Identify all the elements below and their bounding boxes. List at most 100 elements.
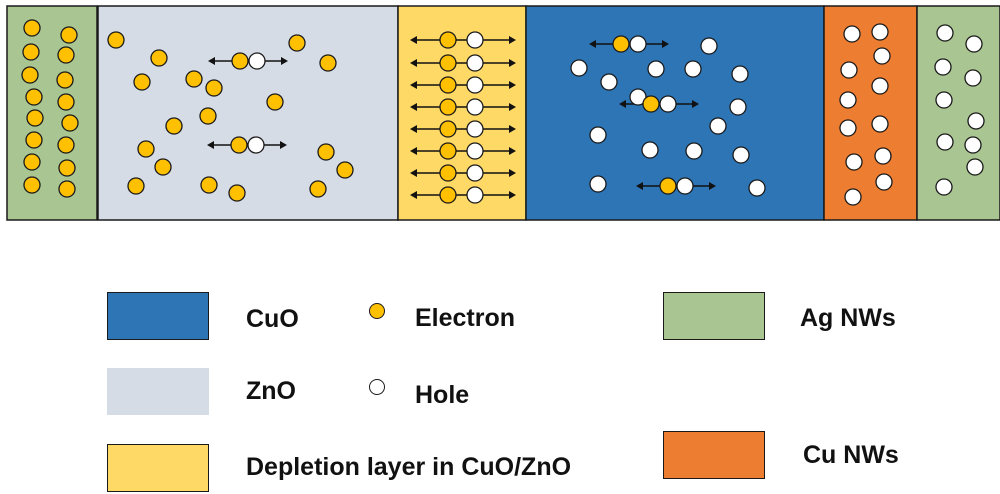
hole-icon	[570, 59, 588, 77]
hole-icon	[839, 119, 857, 137]
hole-icon	[589, 175, 607, 193]
electron-icon	[230, 136, 248, 154]
electron-icon	[228, 184, 246, 202]
hole-icon	[700, 37, 718, 55]
electron-icon	[336, 161, 354, 179]
hole-icon	[871, 115, 889, 133]
arrow-head	[509, 147, 516, 155]
legend-label-ag-nws: Ag NWs	[800, 304, 896, 332]
electron-icon	[25, 88, 43, 106]
legend-swatch-ag-nws	[663, 292, 765, 340]
legend-electron-icon	[369, 303, 385, 319]
arrow-head	[509, 191, 516, 199]
device-layers	[6, 5, 1000, 221]
arrow-head	[410, 36, 417, 44]
electron-icon	[21, 66, 39, 84]
hole-icon	[247, 136, 265, 154]
arrow-head	[619, 100, 626, 108]
arrow-head	[410, 103, 417, 111]
carriers	[21, 19, 985, 206]
hole-icon	[964, 69, 982, 87]
legend-label-zno: ZnO	[246, 377, 296, 405]
arrow-head	[281, 57, 288, 65]
electron-icon	[317, 143, 335, 161]
layer-depletion-layer-in-cuo-zno-2	[397, 5, 527, 221]
legend-swatch-cuo	[107, 292, 209, 340]
electron-icon	[200, 176, 218, 194]
electron-icon	[23, 176, 41, 194]
electron-icon	[150, 49, 168, 67]
hole-icon	[466, 76, 484, 94]
electron-icon	[56, 71, 74, 89]
hole-icon	[676, 177, 694, 195]
electron-icon	[199, 107, 217, 125]
legend-hole-icon	[369, 379, 385, 395]
arrow-head	[280, 141, 287, 149]
electron-icon	[288, 34, 306, 52]
electron-icon	[26, 109, 44, 127]
hole-icon	[729, 98, 747, 116]
electron-icon	[659, 177, 677, 195]
electron-icon	[642, 95, 660, 113]
hole-icon	[600, 73, 618, 91]
electron-icon	[439, 54, 457, 72]
hole-icon	[845, 153, 863, 171]
arrow-head	[410, 147, 417, 155]
layer-zno-1	[97, 5, 399, 221]
electron-icon	[23, 19, 41, 37]
legend-label-cu-nws: Cu NWs	[803, 441, 899, 469]
electron-icon	[57, 46, 75, 64]
hole-icon	[871, 23, 889, 41]
electron-icon	[127, 177, 145, 195]
hole-icon	[844, 188, 862, 206]
hole-icon	[935, 178, 953, 196]
arrow-head	[410, 81, 417, 89]
hole-icon	[873, 47, 891, 65]
arrow-head	[589, 40, 596, 48]
electron-icon	[61, 114, 79, 132]
arrow-head	[509, 36, 516, 44]
hole-icon	[248, 52, 266, 70]
hole-icon	[964, 136, 982, 154]
electron-icon	[58, 159, 76, 177]
electron-icon	[439, 164, 457, 182]
hole-icon	[934, 58, 952, 76]
electron-icon	[439, 142, 457, 160]
electron-icon	[612, 35, 630, 53]
electron-icon	[57, 136, 75, 154]
hole-icon	[466, 164, 484, 182]
electron-icon	[60, 26, 78, 44]
layer-cu-nws-4	[823, 5, 918, 221]
electron-icon	[309, 180, 327, 198]
electron-icon	[25, 131, 43, 149]
hole-icon	[589, 126, 607, 144]
legend-label-hole: Hole	[415, 381, 470, 409]
hole-icon	[936, 133, 954, 151]
hole-icon	[840, 61, 858, 79]
arrow-head	[509, 59, 516, 67]
hole-icon	[839, 91, 857, 109]
hole-icon	[641, 141, 659, 159]
hole-icon	[647, 60, 665, 78]
hole-icon	[731, 65, 749, 83]
hole-icon	[843, 25, 861, 43]
hole-icon	[684, 60, 702, 78]
electron-icon	[154, 158, 172, 176]
electron-icon	[231, 52, 249, 70]
electron-icon	[439, 120, 457, 138]
electron-icon	[57, 93, 75, 111]
electron-icon	[205, 79, 223, 97]
hole-icon	[709, 117, 727, 135]
arrow-head	[662, 40, 669, 48]
legend-label-depletion: Depletion layer in CuO/ZnO	[246, 453, 572, 481]
arrow-head	[410, 59, 417, 67]
electron-icon	[439, 186, 457, 204]
hole-icon	[935, 91, 953, 109]
legend-swatch-cu-nws	[663, 431, 765, 479]
legend-swatch-zno	[107, 368, 209, 415]
electron-icon	[439, 98, 457, 116]
arrow-head	[636, 182, 643, 190]
electron-icon	[58, 180, 76, 198]
arrow-head	[509, 103, 516, 111]
hole-icon	[466, 142, 484, 160]
